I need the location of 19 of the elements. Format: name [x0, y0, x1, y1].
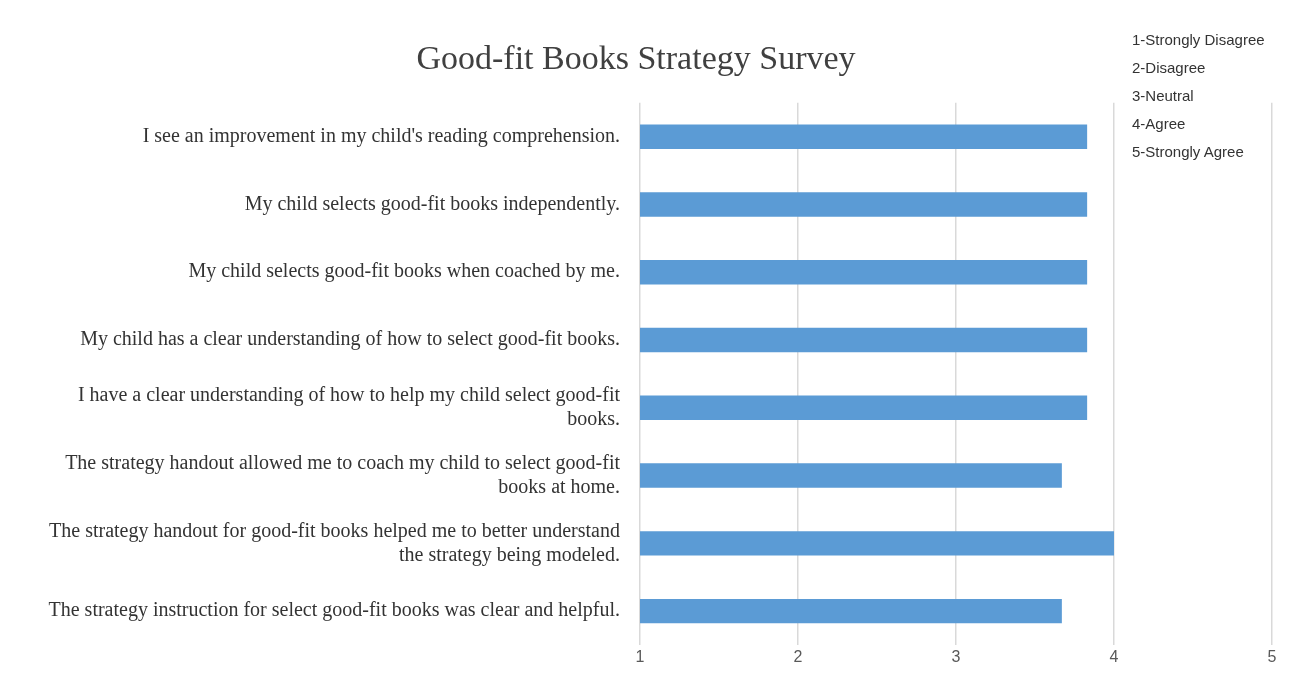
y-tick-label: My child selects good-fit books independently. [244, 191, 620, 215]
chart-title: Good-fit Books Strategy Survey [416, 39, 856, 77]
y-tick-label: The strategy handout allowed me to coach my child to select good-fit books at home. [65, 450, 621, 497]
x-tick-label: 1 [635, 648, 645, 666]
annotation: 5-Strongly Agree [1132, 142, 1245, 162]
y-tick-label: The strategy handout for good-fit books helped me to better understand the strategy being modeled. [49, 518, 620, 566]
y-tick-label: The strategy instruction for select good-fit books was clear and helpful. [48, 598, 620, 622]
text: 2-Disagree [1132, 58, 1207, 78]
text: 1-Strongly Disagree [1132, 30, 1265, 50]
x-tick-label: 2 [793, 648, 803, 666]
annotation: 4-Agree [1132, 114, 1187, 134]
y-tick-label: My child has a clear understanding of how to select good-fit books. [80, 327, 620, 351]
x-tick-label: 4 [1109, 648, 1119, 666]
x-tick-label: 3 [951, 648, 961, 666]
x-tick-label: 5 [1267, 648, 1277, 666]
y-tick-label: I have a clear understanding of how to help my child select good-fit books. [77, 383, 621, 430]
y-tick-label: My child selects good-fit books when coached by me. [188, 259, 620, 283]
y-tick-label: I see an improvement in my child's reading comprehension. [142, 123, 620, 147]
annotation: 3-Neutral [1132, 86, 1195, 106]
